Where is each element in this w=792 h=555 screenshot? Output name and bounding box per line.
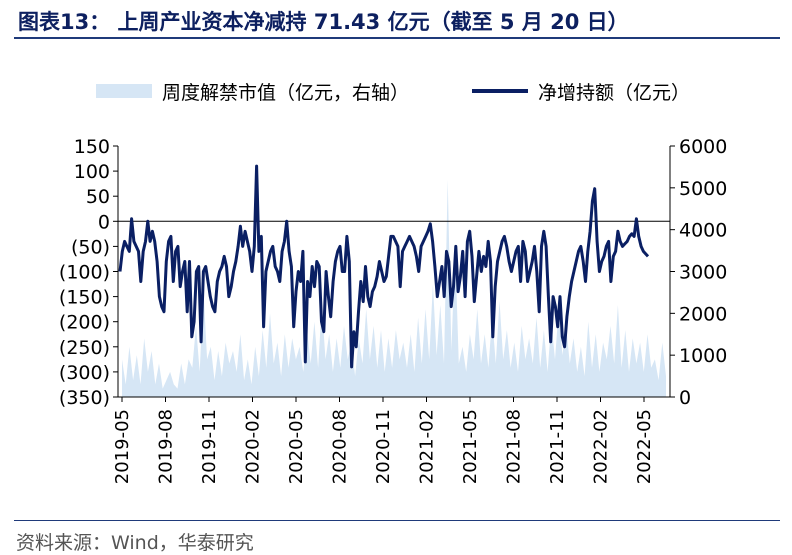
source-note: 资料来源：Wind，华泰研究 xyxy=(16,532,254,554)
y-left-tick-label: (50) xyxy=(71,236,110,258)
y-left-tick-label: (200) xyxy=(59,312,110,334)
y-right-tick-label: 1000 xyxy=(679,345,727,367)
x-tick-label: 2020-11 xyxy=(373,409,394,484)
x-tick-label: 2019-05 xyxy=(112,409,133,484)
y-left-tick-label: (300) xyxy=(59,362,110,384)
legend-label-area: 周度解禁市值（亿元，右轴） xyxy=(162,81,410,104)
y-left-tick-label: 100 xyxy=(74,161,110,183)
legend-swatch-line xyxy=(472,89,528,93)
y-right-tick-label: 6000 xyxy=(679,136,727,158)
legend-item-area: 周度解禁市值（亿元，右轴） xyxy=(96,76,409,106)
x-tick-label: 2020-08 xyxy=(330,409,351,484)
source-divider xyxy=(14,520,780,521)
legend-swatch-area xyxy=(96,84,152,98)
y-left-tick-label: (150) xyxy=(59,287,110,309)
legend-item-line: 净增持额（亿元） xyxy=(472,76,690,106)
page-title: 图表13： 上周产业资本净减持 71.43 亿元（截至 5 月 20 日） xyxy=(18,10,629,34)
chart-legend: 周度解禁市值（亿元，右轴） 净增持额（亿元） xyxy=(0,76,792,106)
y-right-tick-label: 3000 xyxy=(679,262,727,284)
y-right-tick-label: 0 xyxy=(679,387,691,409)
y-left-tick-label: 50 xyxy=(86,186,110,208)
y-left-tick-label: 0 xyxy=(98,211,110,233)
y-left-tick-label: 150 xyxy=(74,136,110,158)
x-tick-label: 2021-11 xyxy=(547,409,568,484)
series-line-net-increase xyxy=(118,164,650,369)
legend-label-line: 净增持额（亿元） xyxy=(538,81,691,104)
x-tick-label: 2022-02 xyxy=(591,409,612,484)
x-tick-label: 2019-08 xyxy=(156,409,177,484)
title-divider xyxy=(14,37,780,39)
y-right-tick-label: 5000 xyxy=(679,178,727,200)
y-left-tick-label: (100) xyxy=(59,262,110,284)
x-tick-label: 2021-05 xyxy=(460,409,481,484)
header: 图表13： 上周产业资本净减持 71.43 亿元（截至 5 月 20 日） xyxy=(0,0,792,40)
x-tick-label: 2021-02 xyxy=(417,409,438,484)
x-tick-label: 2021-08 xyxy=(504,409,525,484)
series-area-unlock-value xyxy=(122,179,666,397)
y-left-tick-label: (250) xyxy=(59,337,110,359)
x-tick-label: 2019-11 xyxy=(199,409,220,484)
x-tick-label: 2020-05 xyxy=(286,409,307,484)
y-right-tick-label: 4000 xyxy=(679,220,727,242)
x-tick-label: 2022-05 xyxy=(634,409,655,484)
x-tick-label: 2020-02 xyxy=(243,409,264,484)
y-left-tick-label: (350) xyxy=(59,387,110,409)
y-right-tick-label: 2000 xyxy=(679,303,727,325)
